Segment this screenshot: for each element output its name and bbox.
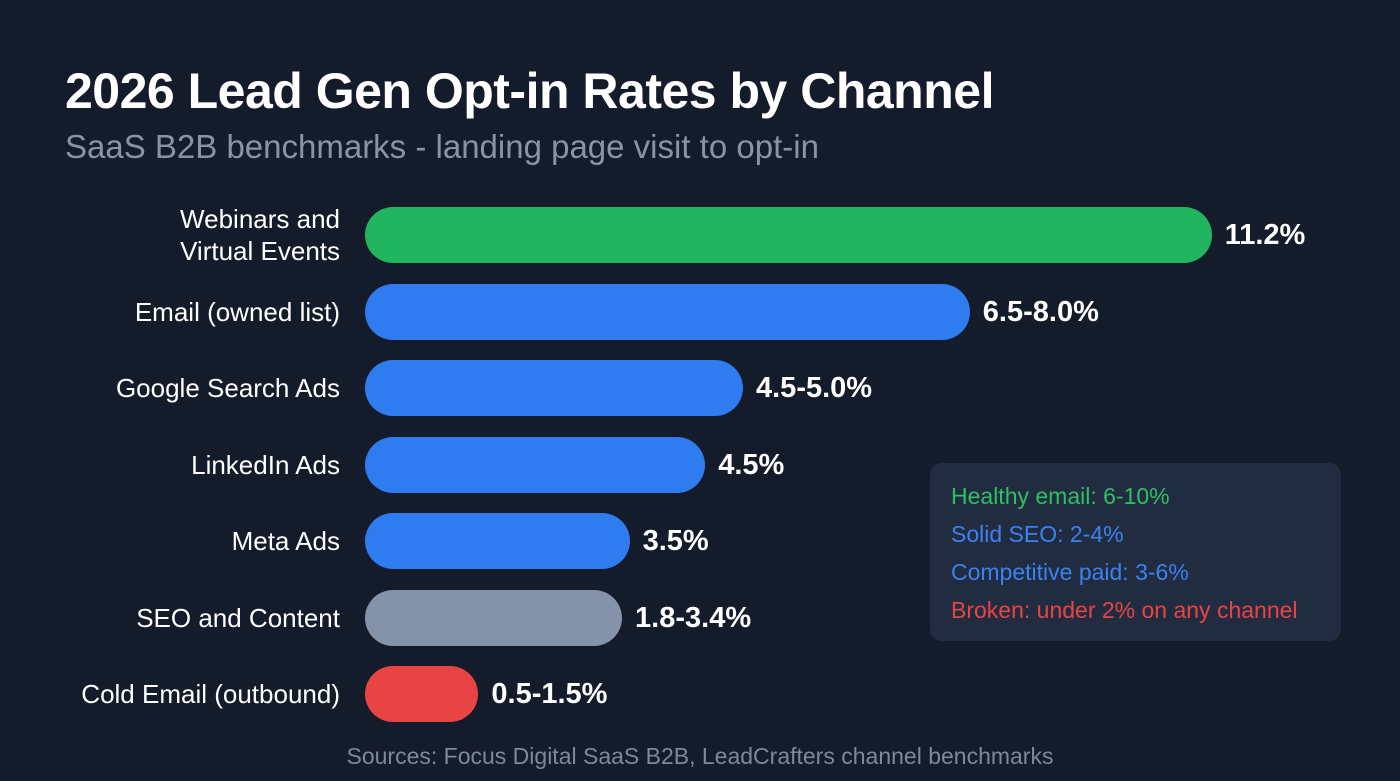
- bar: [365, 436, 706, 493]
- bar: [365, 360, 743, 416]
- category-label: Google Search Ads: [115, 373, 340, 403]
- category-label: SEO and Content: [136, 602, 340, 633]
- value-label: 11.2%: [1224, 219, 1306, 251]
- bar: [365, 513, 630, 569]
- bar: [365, 666, 479, 722]
- category-label: Email (owned list): [134, 296, 340, 327]
- chart-subtitle: SaaS B2B benchmarks - landing page visit…: [65, 128, 819, 165]
- value-label: 3.5%: [642, 525, 709, 557]
- legend-item: Competitive paid: 3-6%: [951, 559, 1189, 585]
- value-label: 4.5-5.0%: [756, 372, 873, 404]
- legend-item: Solid SEO: 2-4%: [951, 521, 1124, 547]
- benchmark-legend: Healthy email: 6-10% Solid SEO: 2-4% Compe…: [930, 463, 1341, 641]
- chart-title: 2026 Lead Gen Opt-in Rates by Channel: [65, 63, 994, 119]
- bar: [365, 207, 1212, 263]
- category-label: Cold Email (outbound): [81, 679, 340, 709]
- value-label: 1.8-3.4%: [635, 601, 752, 634]
- source-note: Sources: Focus Digital SaaS B2B, LeadCra…: [346, 743, 1054, 769]
- category-label: LinkedIn Ads: [191, 449, 340, 480]
- value-label: 6.5-8.0%: [982, 295, 1099, 328]
- category-label: Webinars and Virtual Events: [180, 204, 340, 266]
- bar: [365, 283, 970, 340]
- value-label: 0.5-1.5%: [491, 678, 608, 710]
- legend-item: Healthy email: 6-10%: [951, 483, 1170, 509]
- bar: [365, 589, 623, 646]
- legend-item: Broken: under 2% on any channel: [951, 597, 1298, 623]
- category-label: Meta Ads: [231, 526, 340, 556]
- value-label: 4.5%: [718, 448, 785, 481]
